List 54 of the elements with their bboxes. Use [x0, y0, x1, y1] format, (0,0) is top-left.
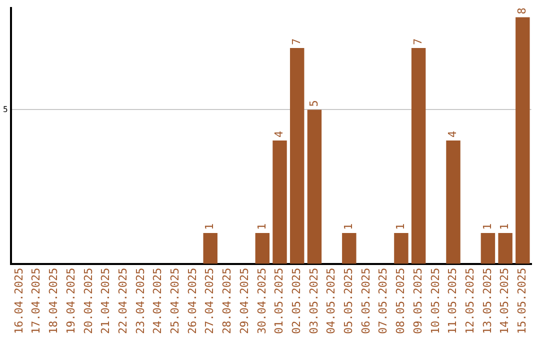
x-tick-label: 14.05.2025: [498, 268, 512, 334]
x-tick-label: 13.05.2025: [480, 268, 494, 334]
x-tick-label: 20.04.2025: [82, 268, 95, 334]
bar: [272, 140, 287, 264]
x-tick-label: 09.05.2025: [411, 268, 424, 334]
bar: [480, 232, 496, 264]
x-tick-label: 07.05.2025: [376, 268, 390, 334]
bar: [342, 232, 356, 264]
x-tick-label: 11.05.2025: [446, 268, 460, 334]
data-label: 4: [272, 130, 286, 138]
data-label: 1: [203, 223, 216, 230]
data-label: 1: [255, 223, 268, 230]
bar: [446, 140, 460, 264]
x-tick-label: 05.05.2025: [342, 268, 356, 334]
bar: [255, 232, 270, 264]
bar: [290, 48, 304, 264]
bar: [498, 232, 512, 264]
bar: [516, 17, 530, 264]
data-label: 1: [394, 223, 408, 230]
x-tick-label: 10.05.2025: [428, 268, 442, 334]
data-label: 4: [446, 130, 460, 138]
data-label: 1: [342, 223, 356, 230]
x-tick-label: 30.04.2025: [255, 268, 268, 334]
x-tick-label: 18.04.2025: [47, 268, 60, 334]
x-tick-label: 01.05.2025: [272, 268, 286, 334]
data-label: 1: [498, 223, 512, 230]
x-tick-label: 06.05.2025: [359, 268, 372, 334]
x-tick-label: 28.04.2025: [220, 268, 234, 334]
x-tick-label: 15.05.2025: [516, 268, 529, 334]
data-label: 5: [307, 100, 320, 107]
x-tick-label: 12.05.2025: [463, 268, 476, 334]
data-label: 1: [480, 223, 494, 230]
x-tick-label: 25.04.2025: [168, 268, 182, 334]
x-tick-label: 16.04.2025: [12, 268, 26, 334]
data-label: 7: [290, 38, 303, 46]
x-tick-label: 29.04.2025: [238, 268, 251, 334]
x-tick-label: 04.05.2025: [324, 268, 338, 334]
x-tick-label: 17.04.2025: [30, 268, 43, 334]
data-label: 8: [516, 8, 529, 14]
x-tick-label: 26.04.2025: [186, 268, 199, 334]
bar: [411, 48, 426, 264]
bar: [203, 232, 218, 264]
data-label: 7: [411, 38, 424, 46]
bar: [394, 232, 408, 264]
x-tick-label: 03.05.2025: [307, 268, 320, 334]
x-tick-label: 19.04.2025: [64, 268, 78, 334]
x-tick-label: 27.04.2025: [203, 268, 216, 334]
x-tick-label: 21.04.2025: [99, 268, 112, 334]
x-tick-label: 23.04.2025: [134, 268, 147, 334]
x-tick-label: 02.05.2025: [290, 268, 303, 334]
x-tick-label: 24.04.2025: [151, 268, 164, 334]
x-tick-label: 22.04.2025: [116, 268, 130, 334]
bar: [307, 110, 322, 264]
x-tick-label: 08.05.2025: [394, 268, 408, 334]
